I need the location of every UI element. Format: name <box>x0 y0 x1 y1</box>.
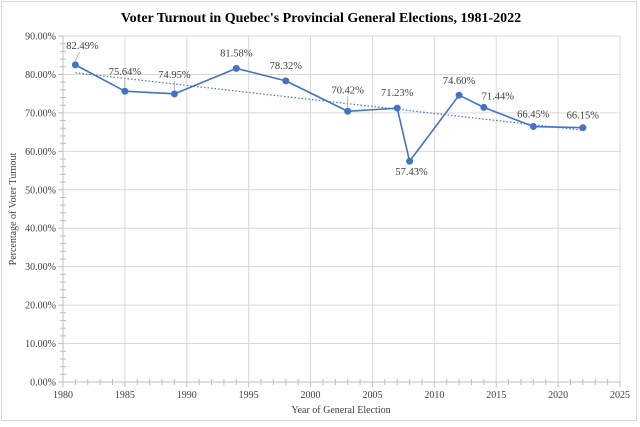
data-labels: 82.49% 75.64% 74.95% 81.58% 78.32% 70.42% 71.2… <box>66 41 599 178</box>
data-label: 66.15% <box>567 111 600 122</box>
data-point <box>406 157 414 165</box>
y-tick-label: 90.00% <box>25 32 56 43</box>
x-tick-label: 2000 <box>301 390 321 401</box>
x-tick-label: 2010 <box>424 390 444 401</box>
data-label: 78.32% <box>270 61 303 72</box>
data-point <box>579 124 587 132</box>
data-label: 82.49% <box>66 41 99 52</box>
data-point <box>71 61 79 69</box>
data-point <box>232 64 240 72</box>
x-tick-label: 1985 <box>115 390 135 401</box>
y-tick-label: 10.00% <box>25 339 56 350</box>
y-tick-label: 30.00% <box>25 262 56 273</box>
leader-line <box>75 51 80 62</box>
gridlines <box>63 35 621 382</box>
trendline <box>75 72 583 131</box>
data-point <box>170 90 178 98</box>
y-tick-label: 0.00% <box>30 378 56 389</box>
trendline-group <box>75 72 583 131</box>
y-tick-label: 60.00% <box>25 147 56 158</box>
data-point <box>480 103 488 111</box>
data-point <box>455 91 463 99</box>
data-label: 74.60% <box>443 76 476 87</box>
data-label: 81.58% <box>220 48 253 59</box>
y-tick-label: 50.00% <box>25 185 56 196</box>
data-point <box>282 77 290 85</box>
chart-frame: Voter Turnout in Quebec's Provincial Gen… <box>1 1 637 421</box>
x-tick-label: 2015 <box>486 390 506 401</box>
x-axis-title: Year of General Election <box>291 405 390 416</box>
data-point <box>344 107 352 115</box>
y-tick-label: 40.00% <box>25 224 56 235</box>
y-axis-title: Percentage of Voter Turnout <box>8 152 19 265</box>
x-tick-labels: 1980 1985 1990 1995 2000 2005 2010 2015 2020 2025 <box>53 390 630 401</box>
data-label: 74.95% <box>158 70 191 81</box>
axes <box>58 35 621 387</box>
data-label: 75.64% <box>109 67 142 78</box>
data-point <box>393 104 401 112</box>
data-label: 71.44% <box>482 91 515 102</box>
y-tick-label: 70.00% <box>25 108 56 119</box>
data-point <box>121 87 129 95</box>
x-tick-label: 1990 <box>177 390 197 401</box>
x-tick-label: 2025 <box>610 390 630 401</box>
y-tick-labels: 0.00% 10.00% 20.00% 30.00% 40.00% 50.00% 60.00… <box>25 32 56 389</box>
chart-title: Voter Turnout in Quebec's Provincial Gen… <box>121 11 521 26</box>
y-tick-label: 20.00% <box>25 301 56 312</box>
data-point <box>529 123 537 131</box>
data-label: 57.43% <box>395 167 428 178</box>
x-tick-label: 2020 <box>548 390 568 401</box>
data-label: 66.45% <box>517 110 550 121</box>
series-line <box>75 64 583 163</box>
series-group <box>71 61 587 165</box>
data-label: 70.42% <box>332 85 365 96</box>
leader-lines <box>75 51 349 108</box>
chart: Voter Turnout in Quebec's Provincial Gen… <box>8 11 630 416</box>
data-label: 71.23% <box>381 88 414 99</box>
x-tick-label: 2005 <box>362 390 382 401</box>
x-tick-label: 1980 <box>53 390 73 401</box>
x-tick-label: 1995 <box>239 390 259 401</box>
y-tick-label: 80.00% <box>25 70 56 81</box>
